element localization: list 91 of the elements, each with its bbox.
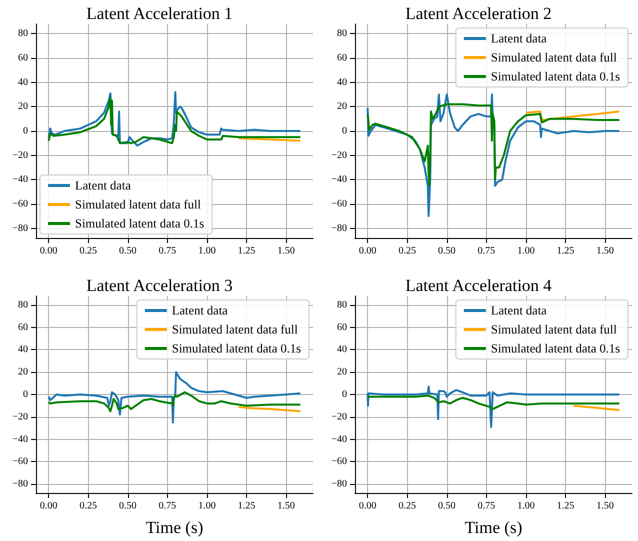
x-axis-title: Time (s) [464, 518, 522, 537]
legend-label: Simulated latent data 0.1s [75, 216, 204, 230]
x-tick-label: 0.00 [40, 246, 58, 256]
y-tick-label: 40 [18, 76, 28, 88]
x-tick-label: 0.00 [358, 500, 376, 512]
y-tick-label: −80 [331, 222, 347, 234]
legend-label: Simulated latent data 0.1s [490, 342, 620, 356]
x-tick-label: 0.75 [478, 246, 496, 256]
y-tick-label: 40 [337, 76, 347, 88]
x-tick-label: 1.25 [556, 500, 574, 512]
y-tick-label: 60 [337, 322, 347, 333]
y-tick-label: 60 [18, 322, 28, 333]
y-tick-label: 0 [342, 126, 347, 136]
y-tick-label: −80 [331, 478, 347, 490]
x-tick-label: 1.25 [238, 500, 256, 512]
line-series [366, 103, 620, 187]
legend-label: Simulated latent data full [75, 198, 202, 212]
x-tick-label: 0.50 [119, 500, 137, 512]
y-tick-label: 60 [337, 52, 347, 64]
x-tick-label: 0.50 [438, 246, 456, 256]
y-tick-label: −40 [331, 174, 347, 186]
x-tick-label: 0.25 [79, 500, 97, 512]
line-series [524, 110, 620, 122]
line-series [48, 91, 302, 147]
legend-label: Latent data [490, 304, 548, 318]
legend-label: Latent data [172, 304, 228, 318]
y-tick-label: 80 [18, 299, 28, 310]
legend-label: Latent data [75, 178, 132, 192]
y-tick-label: −80 [12, 478, 28, 490]
x-tick-label: 0.50 [119, 246, 137, 256]
y-tick-label: −20 [12, 150, 28, 161]
y-tick-label: −40 [12, 174, 28, 186]
y-tick-label: 80 [337, 28, 347, 40]
chart-title: Latent Acceleration 2 [405, 4, 552, 23]
y-tick-label: −60 [12, 456, 28, 468]
y-tick-label: −20 [12, 411, 28, 422]
chart-title: Latent Acceleration 1 [86, 4, 233, 23]
x-tick-label: 0.00 [40, 500, 58, 512]
legend-label: Simulated latent data 0.1s [490, 70, 620, 84]
legend-label: Simulated latent data full [490, 322, 618, 336]
y-tick-label: 80 [337, 299, 347, 310]
y-tick-label: −80 [12, 222, 28, 234]
y-tick-label: −60 [331, 198, 347, 210]
legend-label: Simulated latent data full [490, 50, 618, 64]
x-tick-label: 1.00 [198, 246, 216, 256]
y-tick-label: 60 [18, 52, 28, 64]
x-tick-label: 1.25 [238, 246, 256, 256]
y-tick-label: 0 [23, 126, 28, 136]
legend-label: Simulated latent data full [172, 322, 298, 336]
legend-label: Latent data [490, 32, 548, 46]
x-tick-label: 1.50 [277, 500, 295, 512]
y-tick-label: −20 [331, 150, 347, 161]
x-tick-label: 1.00 [517, 246, 535, 256]
y-tick-label: 40 [337, 344, 347, 356]
x-tick-label: 1.25 [556, 246, 574, 256]
x-tick-label: 0.75 [158, 246, 176, 256]
line-series [48, 97, 302, 144]
y-tick-label: 20 [337, 101, 347, 112]
chart-title: Latent Acceleration 3 [86, 276, 233, 295]
x-tick-label: 0.50 [438, 500, 456, 512]
y-tick-label: 0 [342, 389, 347, 400]
x-tick-label: 1.00 [198, 500, 216, 512]
y-tick-label: −40 [331, 434, 347, 445]
line-series [48, 391, 302, 412]
y-tick-label: 0 [23, 389, 28, 400]
x-tick-label: 1.50 [277, 246, 295, 256]
y-tick-label: −60 [12, 198, 28, 210]
y-tick-label: 80 [18, 28, 28, 40]
x-tick-label: 1.50 [596, 500, 614, 512]
x-axis-title: Time (s) [146, 518, 204, 537]
y-tick-label: 20 [337, 366, 347, 378]
chart-title: Latent Acceleration 4 [405, 276, 552, 295]
x-tick-label: 1.00 [517, 500, 535, 512]
x-tick-label: 0.25 [398, 246, 416, 256]
y-tick-label: 40 [18, 344, 28, 356]
line-series [48, 371, 302, 424]
x-tick-label: 0.00 [358, 246, 376, 256]
legend-label: Simulated latent data 0.1s [172, 342, 302, 356]
x-tick-label: 1.50 [596, 246, 614, 256]
y-tick-label: 20 [18, 366, 28, 378]
x-tick-label: 0.25 [398, 500, 416, 512]
y-tick-label: −20 [331, 411, 347, 422]
x-tick-label: 0.25 [79, 246, 97, 256]
y-tick-label: −40 [12, 434, 28, 445]
y-tick-label: −60 [331, 456, 347, 468]
x-tick-label: 0.75 [478, 500, 496, 512]
line-series [366, 394, 620, 410]
line-series [366, 94, 620, 218]
x-tick-label: 0.75 [158, 500, 176, 512]
line-series [366, 386, 620, 428]
y-tick-label: 20 [18, 101, 28, 112]
